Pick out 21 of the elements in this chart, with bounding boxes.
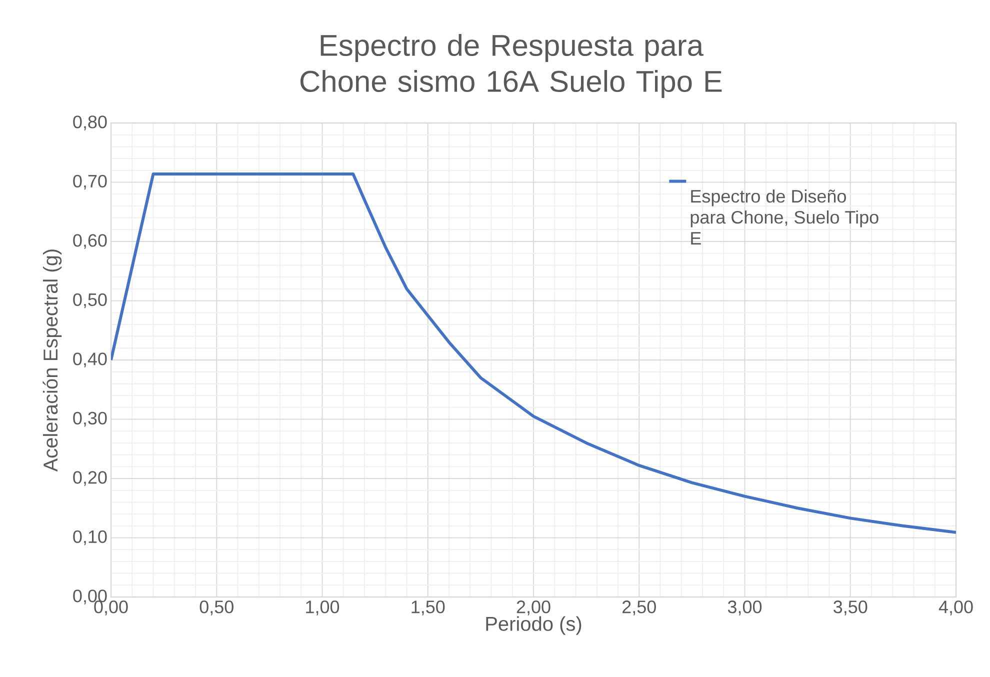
x-tick-label: 4,00 (938, 600, 973, 616)
x-tick-label: 1,50 (412, 600, 445, 616)
y-tick-label: 0,30 (73, 412, 107, 427)
x-tick-label: 3,00 (728, 600, 762, 616)
x-tick-label: 3,50 (834, 600, 868, 616)
y-tick-label: 0,70 (73, 174, 107, 190)
y-tick-label: 0,50 (73, 293, 107, 308)
y-axis-title: Aceleración Espectral (g) (42, 250, 62, 472)
x-tick-label: 0,50 (200, 600, 234, 616)
chart-title: Espectro de Respuesta para Chone sismo 16A Suelo Tipo E (300, 34, 722, 98)
x-tick-label: 1,00 (306, 600, 340, 616)
y-tick-label: 0,10 (73, 530, 107, 546)
x-tick-label: 2,00 (516, 600, 550, 616)
x-axis-title: Periodo (s) (486, 616, 582, 635)
y-tick-label: 0,80 (73, 116, 107, 130)
y-tick-label: 0,60 (73, 234, 107, 249)
y-tick-label: 0,40 (73, 352, 107, 368)
y-tick-label: 0,20 (73, 471, 107, 486)
legend-label: Espectro de Diseño para Chone, Suelo Tipo E (690, 189, 878, 244)
x-tick-label: 2,50 (622, 600, 656, 616)
line-series (111, 172, 956, 534)
